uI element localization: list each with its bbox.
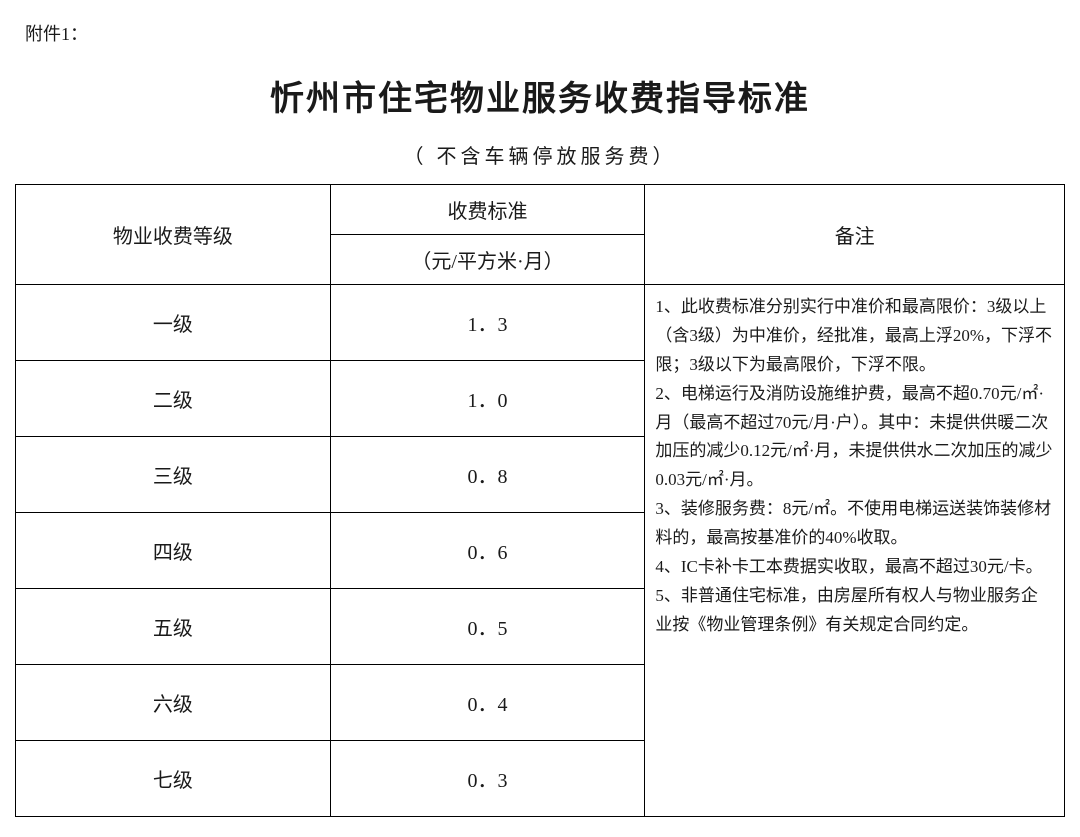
attachment-label: 附件1： (15, 20, 1065, 46)
cell-level: 七级 (16, 741, 331, 817)
header-fee-bottom: （元/平方米·月） (330, 235, 645, 285)
cell-notes: 1、此收费标准分别实行中准价和最高限价：3级以上（含3级）为中准价，经批准，最高… (645, 285, 1065, 817)
cell-level: 一级 (16, 285, 331, 361)
cell-fee: 0．8 (330, 437, 645, 513)
cell-fee: 1．0 (330, 361, 645, 437)
header-level: 物业收费等级 (16, 185, 331, 285)
header-fee-top: 收费标准 (330, 185, 645, 235)
cell-level: 二级 (16, 361, 331, 437)
cell-fee: 0．3 (330, 741, 645, 817)
page-title: 忻州市住宅物业服务收费指导标准 (15, 71, 1065, 120)
cell-level: 四级 (16, 513, 331, 589)
cell-fee: 1．3 (330, 285, 645, 361)
table-header-row: 物业收费等级 收费标准 备注 (16, 185, 1065, 235)
fee-table: 物业收费等级 收费标准 备注 （元/平方米·月） 一级 1．3 1、此收费标准分… (15, 184, 1065, 817)
table-row: 一级 1．3 1、此收费标准分别实行中准价和最高限价：3级以上（含3级）为中准价… (16, 285, 1065, 361)
cell-fee: 0．4 (330, 665, 645, 741)
cell-fee: 0．5 (330, 589, 645, 665)
cell-fee: 0．6 (330, 513, 645, 589)
header-notes: 备注 (645, 185, 1065, 285)
cell-level: 三级 (16, 437, 331, 513)
cell-level: 六级 (16, 665, 331, 741)
page-subtitle: （ 不含车辆停放服务费） (15, 140, 1065, 169)
cell-level: 五级 (16, 589, 331, 665)
